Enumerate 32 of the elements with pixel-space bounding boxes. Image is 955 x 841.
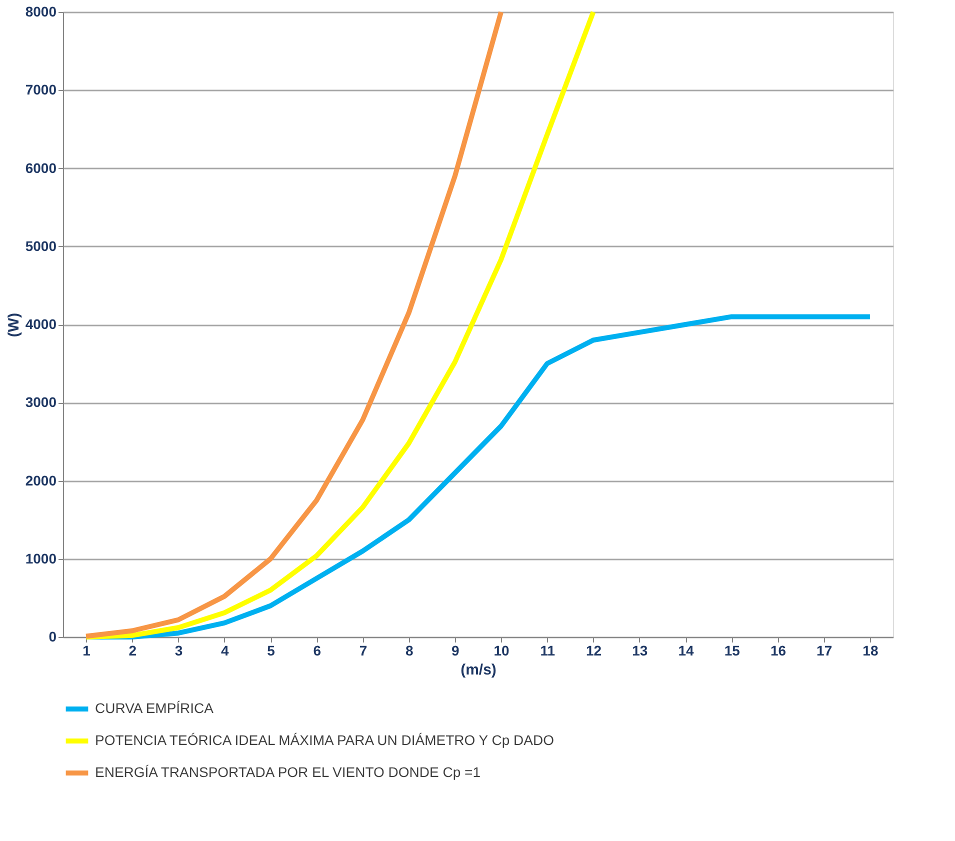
x-tick-label: 15 — [724, 642, 740, 658]
x-tick-label: 7 — [359, 642, 368, 658]
x-tick-label: 3 — [174, 642, 183, 658]
x-tick-label: 9 — [452, 642, 460, 658]
y-tick-label: 1000 — [25, 550, 57, 566]
x-tick-label: 13 — [632, 642, 648, 658]
x-axis-title: (m/s) — [460, 662, 496, 678]
x-tick-label: 1 — [82, 642, 91, 658]
x-tick-label: 14 — [678, 642, 694, 658]
x-tick-label: 17 — [816, 642, 832, 658]
x-tick-label: 10 — [494, 642, 510, 658]
y-axis-title: (W) — [5, 312, 22, 338]
x-tick-label: 11 — [540, 642, 556, 658]
x-tick-label: 8 — [405, 642, 414, 658]
y-tick-label: 3000 — [25, 394, 57, 410]
y-tick-label: 7000 — [25, 82, 57, 98]
y-tick-label: 4000 — [25, 316, 57, 332]
x-tick-label: 12 — [586, 642, 602, 658]
y-tick-label: 2000 — [25, 472, 57, 488]
x-tick-label: 2 — [128, 642, 137, 658]
x-tick-label: 6 — [313, 642, 322, 658]
x-tick-label: 4 — [220, 642, 229, 658]
legend-label: CURVA EMPÍRICA — [95, 700, 214, 716]
y-tick-label: 6000 — [25, 160, 57, 176]
x-tick-label: 16 — [770, 642, 786, 658]
x-tick-label: 5 — [267, 642, 276, 658]
y-tick-label: 0 — [48, 628, 57, 644]
legend-label: ENERGÍA TRANSPORTADA POR EL VIENTO DONDE Cp =1 — [95, 764, 481, 780]
x-tick-label: 18 — [862, 642, 878, 658]
y-tick-label: 8000 — [25, 4, 57, 20]
legend-label: POTENCIA TEÓRICA IDEAL MÁXIMA PARA UN DIÁMETRO Y Cp DADO — [95, 732, 554, 748]
y-tick-label: 5000 — [25, 238, 57, 254]
